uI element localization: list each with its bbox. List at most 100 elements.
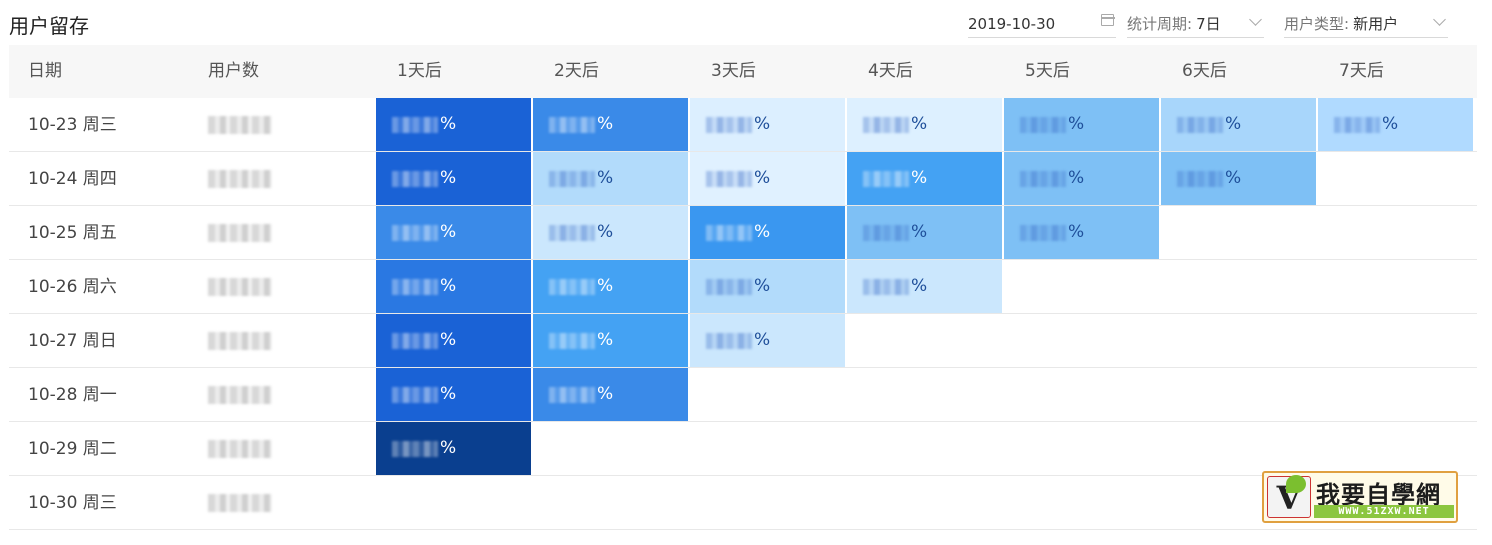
retention-cell[interactable]: %: [1004, 152, 1160, 205]
redacted-value: [549, 387, 595, 403]
redacted-value: [863, 279, 909, 295]
percent-sign: %: [440, 276, 457, 296]
retention-cell[interactable]: %: [690, 98, 846, 151]
chevron-down-icon[interactable]: [1433, 13, 1446, 26]
retention-cell[interactable]: %: [533, 368, 689, 421]
retention-cell[interactable]: %: [533, 314, 689, 367]
percent-sign: %: [597, 114, 614, 134]
user-count-redacted: [208, 170, 272, 188]
retention-cell[interactable]: %: [847, 260, 1003, 313]
table-body: 10-23 周三%%%%%%% 10-24 周四%%%%%% 10-25 周五%%%…: [9, 98, 1477, 530]
percent-sign: %: [440, 222, 457, 242]
retention-cell[interactable]: %: [376, 422, 532, 475]
retention-cell[interactable]: %: [690, 260, 846, 313]
percent-sign: %: [597, 384, 614, 404]
retention-cell[interactable]: %: [1318, 98, 1474, 151]
percent-sign: %: [597, 222, 614, 242]
chevron-down-icon[interactable]: [1249, 13, 1262, 26]
retention-cell[interactable]: %: [376, 260, 532, 313]
table-row: 10-23 周三%%%%%%%: [9, 98, 1477, 152]
column-header: 6天后: [1182, 61, 1227, 81]
retention-cell[interactable]: %: [1004, 206, 1160, 259]
retention-cell[interactable]: %: [533, 152, 689, 205]
retention-cell[interactable]: %: [847, 152, 1003, 205]
retention-cell[interactable]: %: [1161, 152, 1317, 205]
retention-cell[interactable]: %: [690, 206, 846, 259]
percent-sign: %: [1225, 114, 1242, 134]
row-date: 10-26 周六: [28, 277, 117, 297]
percent-sign: %: [1068, 114, 1085, 134]
user-type-value: 新用户: [1353, 15, 1399, 33]
retention-cell[interactable]: %: [847, 98, 1003, 151]
redacted-value: [392, 387, 438, 403]
percent-sign: %: [911, 114, 928, 134]
column-header: 日期: [28, 61, 62, 81]
column-header: 4天后: [868, 61, 913, 81]
retention-cell[interactable]: %: [690, 314, 846, 367]
user-count-redacted: [208, 278, 272, 296]
percent-sign: %: [440, 114, 457, 134]
redacted-value: [549, 225, 595, 241]
user-count-redacted: [208, 224, 272, 242]
row-date: 10-27 周日: [28, 331, 117, 351]
retention-cell[interactable]: %: [376, 314, 532, 367]
row-date: 10-29 周二: [28, 439, 117, 459]
retention-cell[interactable]: %: [1161, 98, 1317, 151]
table-row: 10-30 周三: [9, 476, 1477, 530]
retention-cell[interactable]: %: [376, 98, 532, 151]
redacted-value: [863, 171, 909, 187]
period-value: 7日: [1196, 15, 1221, 33]
retention-cell[interactable]: %: [533, 206, 689, 259]
percent-sign: %: [754, 114, 771, 134]
percent-sign: %: [1068, 168, 1085, 188]
percent-sign: %: [597, 276, 614, 296]
date-picker[interactable]: 2019-10-30: [968, 10, 1116, 38]
redacted-value: [1020, 171, 1066, 187]
redacted-value: [549, 333, 595, 349]
user-count-redacted: [208, 386, 272, 404]
percent-sign: %: [1068, 222, 1085, 242]
redacted-value: [1177, 171, 1223, 187]
percent-sign: %: [440, 384, 457, 404]
retention-cell[interactable]: %: [376, 368, 532, 421]
retention-cell[interactable]: %: [533, 260, 689, 313]
table-header: 日期 用户数 1天后 2天后 3天后 4天后 5天后 6天后 7天后: [9, 45, 1477, 98]
redacted-value: [863, 117, 909, 133]
table-row: 10-24 周四%%%%%%: [9, 152, 1477, 206]
user-type-select[interactable]: 用户类型: 新用户: [1284, 10, 1448, 38]
date-value: 2019-10-30: [968, 14, 1056, 33]
calendar-icon[interactable]: [1100, 14, 1115, 26]
redacted-value: [549, 171, 595, 187]
table-row: 10-27 周日%%%: [9, 314, 1477, 368]
percent-sign: %: [911, 276, 928, 296]
table-row: 10-28 周一%%: [9, 368, 1477, 422]
retention-cell[interactable]: %: [690, 152, 846, 205]
percent-sign: %: [440, 330, 457, 350]
column-header: 3天后: [711, 61, 756, 81]
period-label: 统计周期:: [1127, 15, 1193, 33]
row-date: 10-24 周四: [28, 169, 117, 189]
table-row: 10-26 周六%%%%: [9, 260, 1477, 314]
retention-cell[interactable]: %: [376, 206, 532, 259]
table-row: 10-29 周二%: [9, 422, 1477, 476]
redacted-value: [549, 279, 595, 295]
period-select[interactable]: 统计周期: 7日: [1127, 10, 1264, 38]
leaf-icon: [1286, 475, 1306, 493]
retention-cell[interactable]: %: [376, 152, 532, 205]
percent-sign: %: [1225, 168, 1242, 188]
column-header: 2天后: [554, 61, 599, 81]
table-row: 10-25 周五%%%%%: [9, 206, 1477, 260]
retention-cell[interactable]: %: [847, 206, 1003, 259]
redacted-value: [392, 117, 438, 133]
percent-sign: %: [754, 330, 771, 350]
retention-cell[interactable]: %: [1004, 98, 1160, 151]
redacted-value: [392, 225, 438, 241]
retention-cell[interactable]: %: [533, 98, 689, 151]
percent-sign: %: [597, 330, 614, 350]
redacted-value: [1020, 117, 1066, 133]
watermark-logo: V 我要自學網 WWW.51ZXW.NET: [1262, 471, 1458, 523]
column-header: 用户数: [208, 61, 259, 81]
column-header: 1天后: [397, 61, 442, 81]
user-count-redacted: [208, 116, 272, 134]
